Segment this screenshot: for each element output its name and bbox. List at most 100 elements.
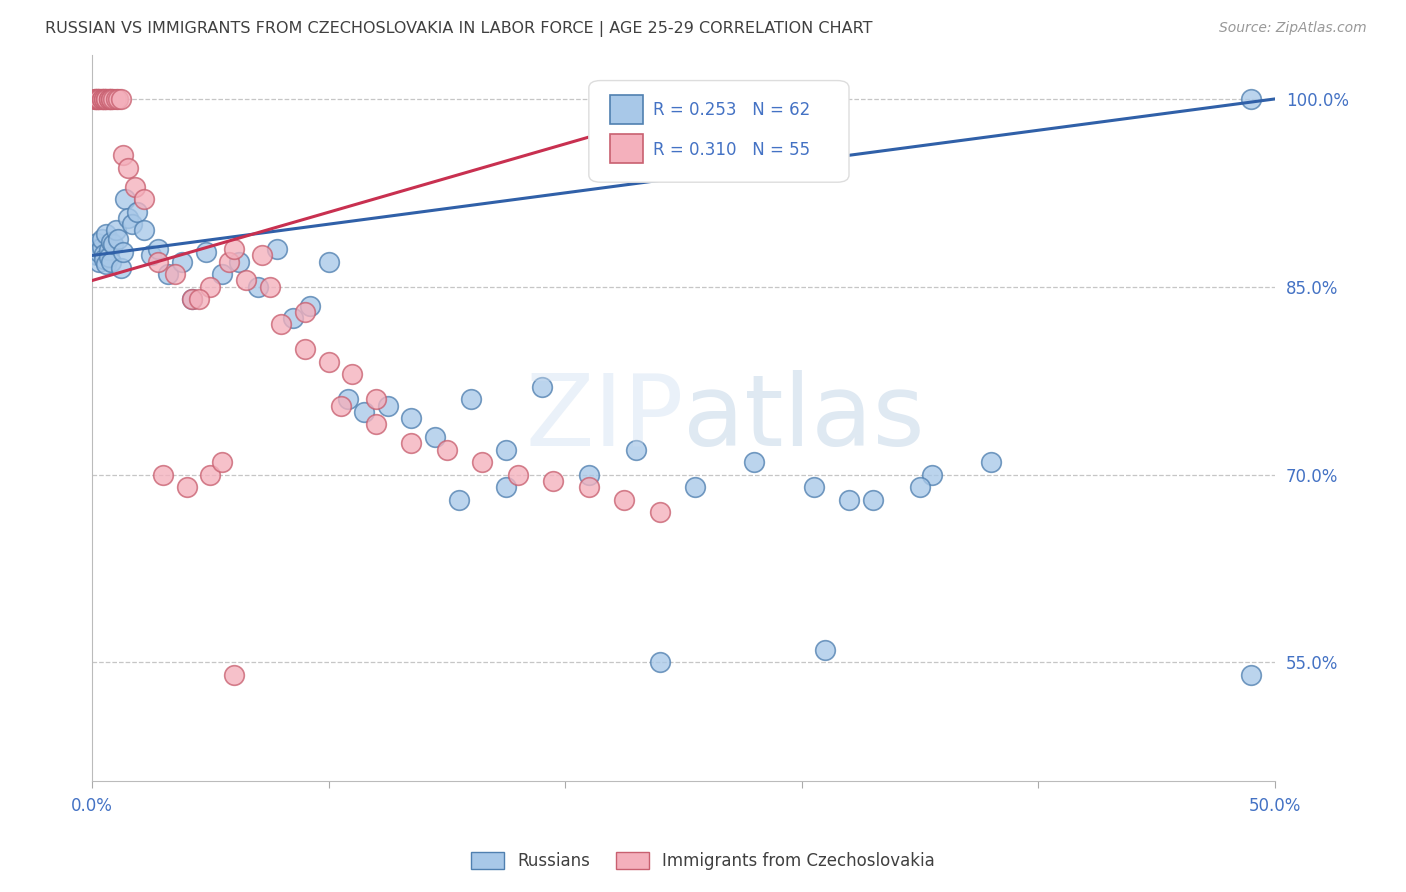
Point	[364, 417, 387, 432]
Point	[90, 240, 112, 254]
Point	[921, 467, 943, 482]
Point	[86, 248, 108, 262]
Point	[218, 254, 240, 268]
Point	[134, 192, 156, 206]
Point	[86, 92, 108, 106]
Point	[148, 254, 170, 268]
Point	[90, 92, 112, 106]
Point	[266, 242, 288, 256]
Point	[460, 392, 482, 407]
Point	[107, 92, 129, 106]
Point	[93, 92, 115, 106]
Point	[134, 223, 156, 237]
Point	[127, 204, 149, 219]
Point	[259, 279, 281, 293]
Point	[96, 92, 118, 106]
Point	[110, 92, 132, 106]
Point	[107, 232, 129, 246]
Point	[93, 92, 115, 106]
Point	[97, 244, 120, 258]
Point	[93, 247, 115, 261]
Point	[89, 92, 111, 106]
Point	[624, 442, 647, 457]
Point	[578, 467, 600, 482]
Point	[648, 656, 671, 670]
Point	[228, 254, 250, 268]
Point	[283, 311, 305, 326]
Point	[194, 244, 217, 259]
Point	[100, 254, 122, 268]
Point	[83, 92, 105, 106]
FancyBboxPatch shape	[610, 135, 643, 163]
Point	[980, 455, 1002, 469]
Point	[222, 668, 245, 682]
Point	[180, 293, 202, 307]
Point	[100, 235, 122, 249]
Point	[353, 405, 375, 419]
Point	[613, 492, 636, 507]
Text: R = 0.310   N = 55: R = 0.310 N = 55	[652, 141, 810, 160]
Point	[86, 235, 108, 250]
Point	[103, 92, 125, 106]
Point	[838, 492, 860, 507]
Point	[648, 505, 671, 519]
Point	[96, 92, 118, 106]
Point	[90, 92, 112, 106]
Point	[803, 480, 825, 494]
Point	[156, 267, 179, 281]
Point	[222, 242, 245, 256]
Point	[506, 467, 529, 482]
Point	[471, 455, 494, 469]
Point	[298, 299, 321, 313]
Point	[111, 148, 134, 162]
Point	[908, 480, 931, 494]
Point	[364, 392, 387, 407]
Point	[97, 92, 120, 106]
Point	[447, 492, 470, 507]
Point	[200, 467, 222, 482]
Point	[176, 480, 198, 494]
Point	[83, 92, 105, 106]
Point	[211, 267, 233, 281]
Point	[100, 92, 122, 106]
Point	[97, 92, 120, 106]
Point	[104, 92, 127, 106]
Point	[86, 92, 108, 106]
Point	[530, 380, 553, 394]
Point	[89, 92, 111, 106]
Point	[436, 442, 458, 457]
Point	[97, 250, 120, 264]
Point	[294, 305, 316, 319]
Point	[495, 480, 517, 494]
Point	[110, 260, 132, 275]
FancyBboxPatch shape	[610, 95, 643, 124]
Point	[96, 257, 118, 271]
FancyBboxPatch shape	[589, 80, 849, 182]
Text: atlas: atlas	[683, 369, 925, 467]
Point	[187, 293, 209, 307]
Point	[96, 227, 118, 242]
Point	[495, 442, 517, 457]
Point	[329, 399, 352, 413]
Point	[1240, 668, 1263, 682]
Point	[89, 244, 111, 259]
Point	[814, 643, 837, 657]
Point	[377, 399, 399, 413]
Text: ZIP: ZIP	[524, 369, 683, 467]
Text: R = 0.253   N = 62: R = 0.253 N = 62	[652, 101, 810, 119]
Point	[141, 248, 163, 262]
Point	[163, 267, 186, 281]
Point	[114, 192, 136, 206]
Point	[200, 279, 222, 293]
Point	[401, 411, 423, 425]
Point	[89, 254, 111, 268]
Point	[211, 455, 233, 469]
Point	[83, 242, 105, 256]
Point	[152, 467, 174, 482]
Point	[117, 161, 139, 175]
Point	[170, 254, 193, 268]
Point	[246, 279, 269, 293]
Point	[543, 474, 565, 488]
Point	[100, 92, 122, 106]
Text: Source: ZipAtlas.com: Source: ZipAtlas.com	[1219, 21, 1367, 36]
